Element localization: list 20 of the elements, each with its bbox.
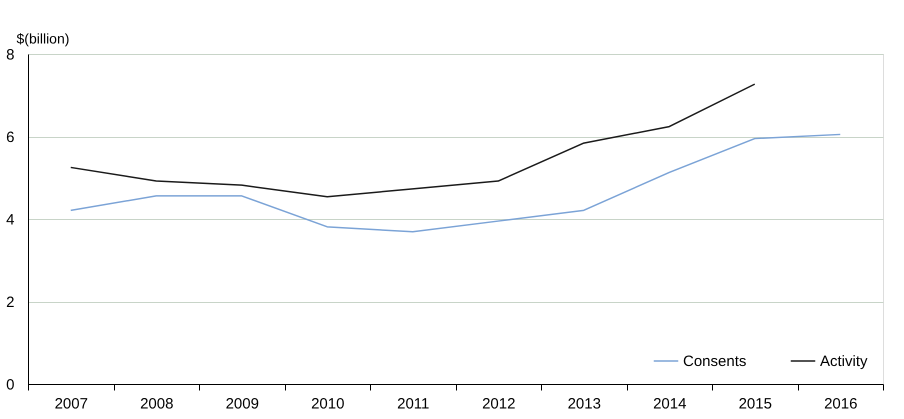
x-tick-label: 2011 bbox=[397, 396, 430, 412]
y-tick-label: 4 bbox=[6, 212, 14, 228]
x-tick-label: 2015 bbox=[738, 396, 772, 412]
x-tick-label: 2012 bbox=[482, 396, 516, 412]
y-tick-label: 0 bbox=[6, 376, 14, 394]
x-tick-label: 2009 bbox=[226, 396, 259, 412]
line-series bbox=[70, 83, 756, 198]
y-tick-label: 2 bbox=[6, 294, 14, 311]
legend-label: Consents bbox=[683, 353, 746, 370]
x-tick-label: 2014 bbox=[653, 396, 686, 412]
y-axis-title: $(billion) bbox=[16, 30, 70, 46]
x-tick-label: 2016 bbox=[824, 396, 858, 412]
x-tick-label: 2008 bbox=[140, 396, 174, 412]
y-tick-label: 8 bbox=[6, 46, 14, 64]
x-tick-label: 2007 bbox=[54, 396, 88, 412]
legend-label: Activity bbox=[820, 353, 868, 370]
x-tick-label: 2013 bbox=[568, 396, 601, 412]
x-tick-label: 2010 bbox=[311, 396, 344, 412]
line-series bbox=[70, 134, 841, 233]
y-tick-label: 6 bbox=[6, 129, 14, 146]
